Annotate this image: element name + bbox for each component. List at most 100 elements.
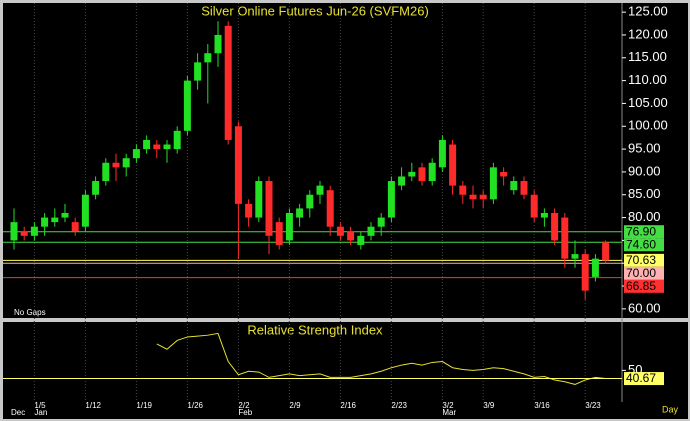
candle-body — [61, 213, 69, 218]
y-tick-label: 125.00 — [628, 4, 668, 19]
candle-body — [265, 181, 273, 236]
candle-body — [51, 217, 59, 223]
level-label: 74.60 — [626, 237, 656, 251]
candle-body — [81, 194, 89, 227]
x-tick-label: 3/16 — [534, 401, 550, 410]
candle-body — [316, 185, 324, 195]
x-tick-label: 1/19 — [136, 401, 152, 410]
candle-body — [418, 167, 426, 182]
candle-body — [459, 185, 467, 195]
candle-body — [132, 149, 140, 159]
candle-body — [71, 222, 79, 232]
level-label: 70.63 — [626, 253, 656, 267]
candle-body — [204, 53, 212, 63]
y-tick-label: 100.00 — [628, 118, 668, 133]
x-tick-label: 2/2 — [238, 401, 250, 410]
candle-body — [41, 217, 49, 227]
x-tick-label: 3/9 — [483, 401, 495, 410]
candle-body — [540, 213, 548, 218]
candle-body — [489, 167, 497, 200]
candle-body — [336, 226, 344, 236]
x-tick-label: 3/23 — [585, 401, 601, 410]
candle-body — [112, 162, 120, 168]
candle-body — [285, 213, 293, 241]
candle-body — [326, 190, 334, 227]
y-tick-label: 115.00 — [628, 49, 667, 64]
candle-body — [163, 144, 171, 150]
x-tick-label: 2/9 — [289, 401, 301, 410]
rsi-line — [156, 332, 606, 385]
price-pane — [3, 3, 622, 318]
candle-body — [275, 222, 283, 245]
candle-body — [224, 25, 232, 140]
candle-body — [408, 171, 416, 177]
candle-body — [102, 162, 110, 182]
candle-body — [469, 194, 477, 200]
chart-title: Silver Online Futures Jun-26 (SVFM26) — [201, 3, 429, 18]
candle-body — [296, 208, 304, 218]
candle-body — [530, 194, 538, 218]
level-label: 76.90 — [626, 224, 656, 238]
date-axis — [3, 402, 688, 419]
candle-body — [143, 139, 151, 150]
level-tag — [624, 253, 664, 267]
x-month-label: Feb — [238, 408, 252, 417]
candle-body — [20, 231, 28, 236]
level-tag — [624, 372, 664, 386]
level-label: 40.67 — [626, 371, 656, 385]
candle-body — [245, 203, 253, 218]
x-tick-label: 2/16 — [340, 401, 356, 410]
candle-body — [30, 226, 38, 236]
candle-body — [479, 194, 487, 200]
candle-body — [561, 217, 569, 259]
candle-body — [234, 126, 242, 204]
candle-body — [571, 254, 579, 259]
y-tick-label: 105.00 — [628, 95, 668, 110]
gap-note: No Gaps — [14, 308, 46, 317]
candle-body — [347, 231, 355, 241]
x-tick-label: 3/2 — [442, 401, 454, 410]
y-tick-label: 85.00 — [628, 186, 661, 201]
candle-body — [173, 130, 181, 150]
candle-body — [214, 34, 222, 54]
candle-body — [306, 194, 314, 209]
y-tick-label: 90.00 — [628, 163, 661, 178]
candle-body — [581, 254, 589, 291]
rsi-pane — [3, 322, 622, 402]
candle-body — [602, 242, 610, 261]
level-tag — [624, 238, 664, 252]
y-tick-label: 120.00 — [628, 26, 668, 41]
x-month-label: Mar — [442, 408, 456, 417]
candle-body — [500, 171, 508, 177]
x-tick-label: 1/12 — [85, 401, 101, 410]
x-month-label: Jan — [34, 408, 47, 417]
candle-body — [153, 144, 161, 150]
candle-body — [387, 181, 395, 218]
candle-body — [510, 181, 518, 191]
candle-body — [367, 226, 375, 236]
x-month-label: Dec — [11, 408, 25, 417]
y-tick-label: 60.00 — [628, 300, 661, 315]
level-label: 66.85 — [626, 279, 656, 293]
rsi-axis — [622, 322, 688, 402]
candle-body — [357, 235, 365, 245]
candle-body — [449, 144, 457, 186]
period-label: Day — [662, 404, 679, 414]
candle-body — [122, 158, 130, 168]
y-tick-label: 95.00 — [628, 141, 661, 156]
candle-body — [438, 139, 446, 168]
candle-body — [398, 176, 406, 186]
level-tag — [624, 279, 664, 293]
rsi-title: Relative Strength Index — [247, 322, 383, 337]
candle-body — [194, 62, 202, 81]
candle-body — [551, 213, 559, 241]
level-tag — [624, 266, 664, 280]
candle-body — [520, 181, 528, 195]
x-tick-label: 1/5 — [34, 401, 46, 410]
y-tick-label: 80.00 — [628, 209, 661, 224]
x-tick-label: 2/23 — [391, 401, 407, 410]
candle-body — [92, 181, 100, 195]
x-tick-label: 1/26 — [187, 401, 203, 410]
candle-body — [10, 222, 18, 241]
